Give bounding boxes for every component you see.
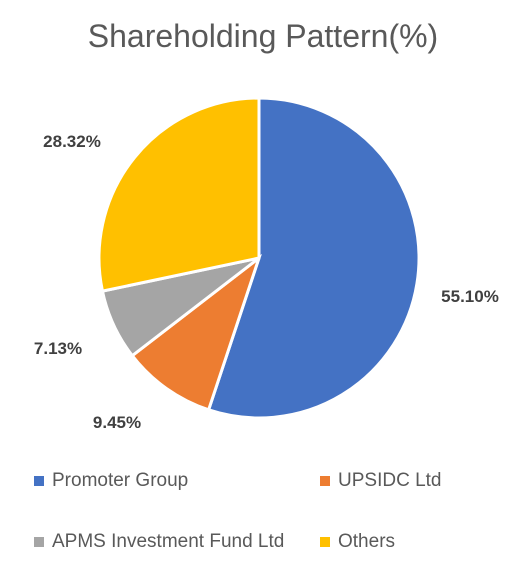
pie-slice-others (97, 96, 261, 293)
chart-title: Shareholding Pattern(%) (87, 18, 439, 54)
data-label-promoter-group: 55.10% (441, 287, 499, 306)
data-label-apms: 7.13% (34, 339, 82, 358)
pie-slice-promoter-group (206, 96, 421, 420)
pie-slice-upsidc (130, 253, 262, 412)
data-label-upsidc: 9.45% (93, 413, 141, 432)
data-label-others: 28.32% (43, 132, 101, 151)
